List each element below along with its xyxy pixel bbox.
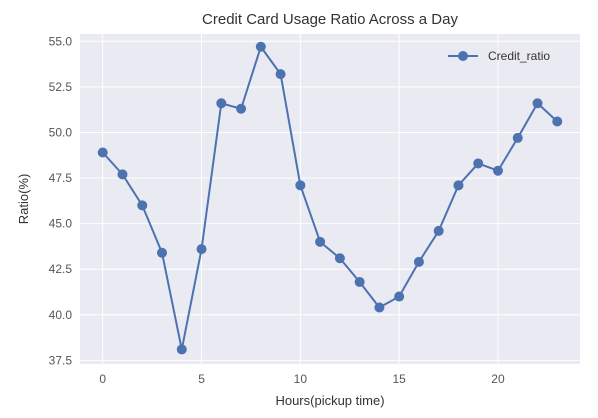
data-point: [334, 253, 345, 264]
legend-label: Credit_ratio: [488, 49, 550, 63]
data-point: [157, 247, 168, 258]
data-point: [413, 256, 424, 267]
series-group: [97, 41, 563, 355]
data-point: [354, 276, 365, 287]
data-point: [532, 98, 543, 109]
y-tick-label: 40.0: [49, 308, 73, 322]
data-point: [374, 302, 385, 313]
y-tick-label: 47.5: [49, 171, 73, 185]
y-tick-label: 45.0: [49, 217, 73, 231]
data-point: [216, 98, 227, 109]
y-tick-label: 42.5: [49, 262, 73, 276]
data-point: [492, 165, 503, 176]
x-axis-title: Hours(pickup time): [275, 393, 384, 408]
data-point: [275, 69, 286, 80]
data-point: [117, 169, 128, 180]
y-axis-ticks: 37.5 40.0 42.5 45.0 47.5 50.0 52.5 55.0: [49, 34, 73, 367]
x-tick-label: 10: [294, 372, 308, 386]
x-axis-ticks: 0 5 10 15 20: [99, 372, 505, 386]
data-point: [433, 225, 444, 236]
y-tick-label: 52.5: [49, 80, 73, 94]
plot-area: [80, 34, 580, 364]
data-point: [236, 103, 247, 114]
data-point: [315, 236, 326, 247]
y-tick-label: 50.0: [49, 125, 73, 139]
data-point: [97, 147, 108, 158]
data-point: [453, 180, 464, 191]
x-tick-label: 0: [99, 372, 106, 386]
x-tick-label: 15: [392, 372, 406, 386]
y-axis-title: Ratio(%): [16, 174, 31, 225]
grid-lines: [80, 34, 580, 364]
x-tick-label: 20: [491, 372, 505, 386]
data-point: [176, 344, 187, 355]
x-tick-label: 5: [198, 372, 205, 386]
data-point: [552, 116, 563, 127]
legend-marker: [458, 51, 468, 61]
y-tick-label: 37.5: [49, 353, 73, 367]
chart-title: Credit Card Usage Ratio Across a Day: [202, 11, 458, 28]
data-point: [137, 200, 148, 211]
data-point: [394, 291, 405, 302]
legend: Credit_ratio: [448, 49, 550, 63]
data-point: [473, 158, 484, 169]
data-point: [255, 41, 266, 52]
data-point: [512, 132, 523, 143]
data-point: [196, 244, 207, 255]
data-point: [295, 180, 306, 191]
y-tick-label: 55.0: [49, 34, 73, 48]
